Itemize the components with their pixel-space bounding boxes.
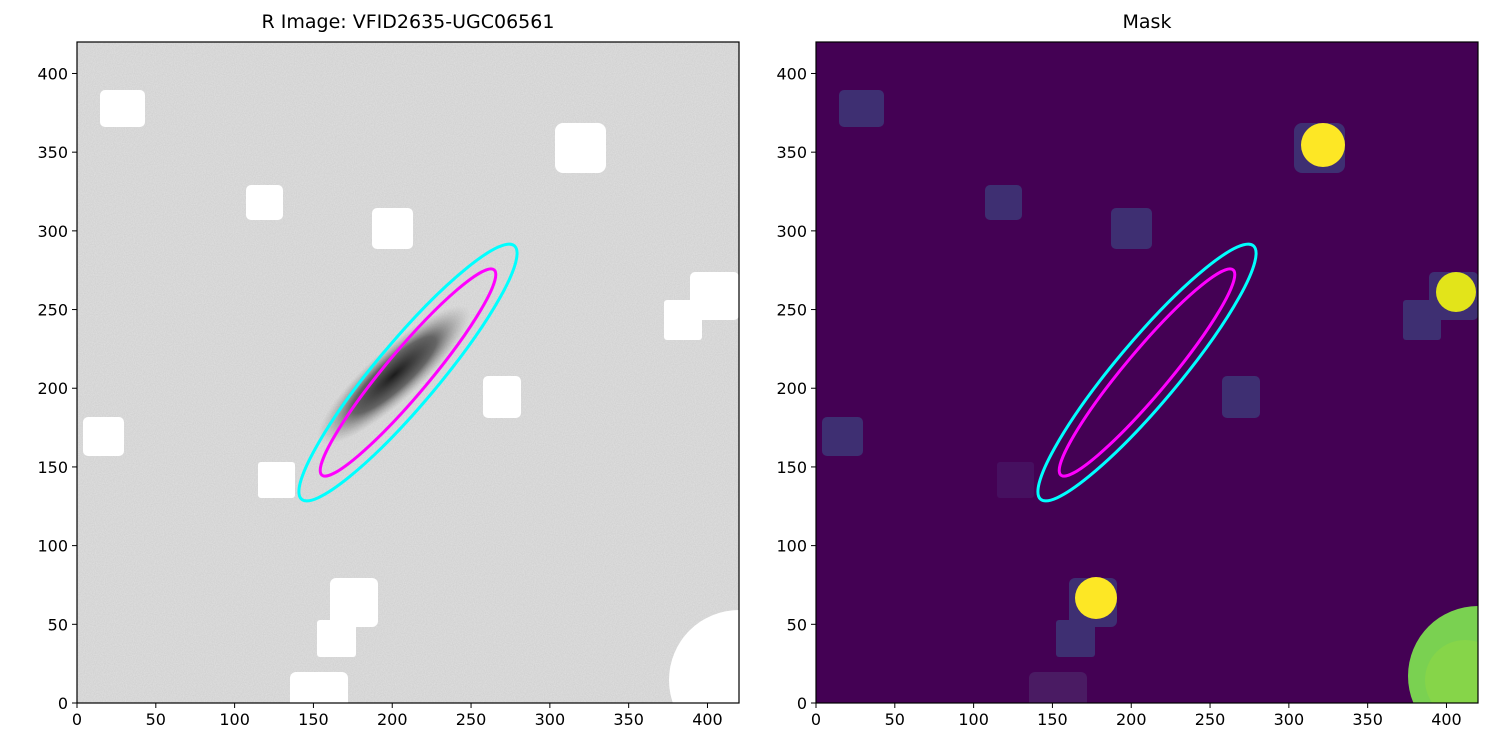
y-tick-label: 150 [37, 458, 68, 477]
x-tick-label: 350 [1352, 710, 1383, 729]
chart-title: R Image: VFID2635-UGC06561 [262, 11, 555, 33]
aperture-ellipse [1036, 242, 1258, 503]
aperture-ellipse [297, 242, 519, 503]
x-tick-label: 400 [1431, 710, 1462, 729]
x-tick-label: 100 [958, 710, 989, 729]
aperture-ellipse [1057, 267, 1237, 478]
y-tick-label: 50 [48, 615, 68, 634]
y-tick-label: 0 [58, 694, 68, 713]
x-tick-label: 350 [613, 710, 644, 729]
y-tick-label: 400 [37, 64, 68, 83]
x-tick-label: 50 [146, 710, 166, 729]
y-tick-label: 50 [787, 615, 807, 634]
chart-title: Mask [1123, 11, 1172, 33]
y-tick-label: 300 [37, 222, 68, 241]
x-tick-label: 150 [298, 710, 329, 729]
y-tick-label: 100 [37, 537, 68, 556]
x-tick-label: 250 [1195, 710, 1226, 729]
r-image [77, 42, 739, 703]
x-tick-label: 100 [219, 710, 250, 729]
aperture-ellipse [318, 267, 498, 478]
mask-image [816, 42, 1478, 703]
x-tick-label: 50 [885, 710, 905, 729]
y-tick-label: 200 [37, 379, 68, 398]
y-tick-label: 200 [776, 379, 807, 398]
axes-frame [76, 41, 740, 704]
y-tick-label: 250 [776, 301, 807, 320]
x-tick-label: 200 [377, 710, 408, 729]
y-tick-label: 250 [37, 301, 68, 320]
x-tick-label: 0 [72, 710, 82, 729]
y-tick-label: 0 [797, 694, 807, 713]
y-tick-label: 400 [776, 64, 807, 83]
y-tick-label: 150 [776, 458, 807, 477]
x-tick-label: 0 [811, 710, 821, 729]
axes-frame [815, 41, 1479, 704]
y-tick-label: 300 [776, 222, 807, 241]
x-tick-label: 400 [692, 710, 723, 729]
x-tick-label: 150 [1037, 710, 1068, 729]
y-tick-label: 350 [776, 143, 807, 162]
x-tick-label: 300 [1274, 710, 1305, 729]
y-tick-label: 100 [776, 537, 807, 556]
x-tick-label: 250 [456, 710, 487, 729]
x-tick-label: 200 [1116, 710, 1147, 729]
x-tick-label: 300 [535, 710, 566, 729]
y-tick-label: 350 [37, 143, 68, 162]
